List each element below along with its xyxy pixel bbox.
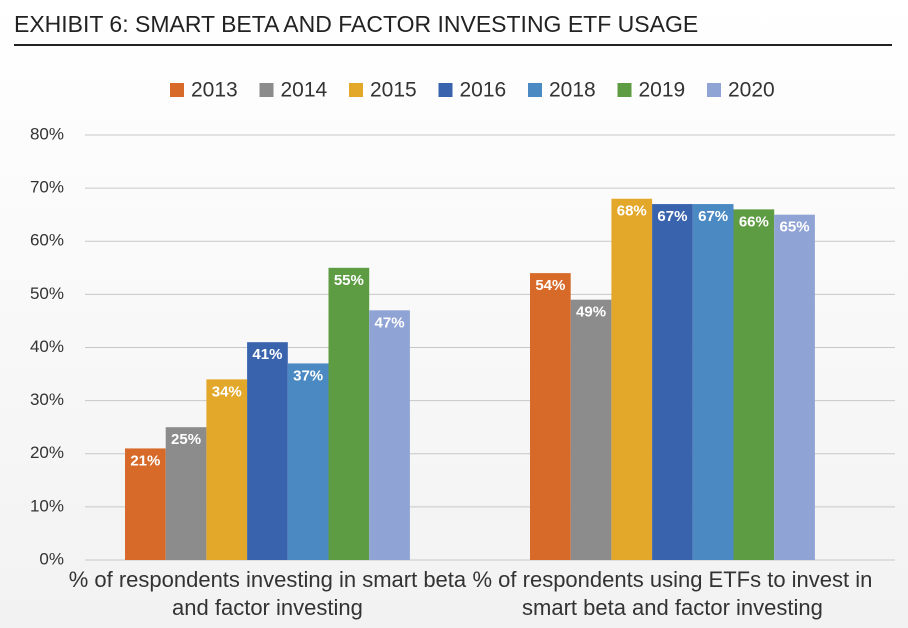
legend-swatch [259, 83, 274, 97]
y-tick-label: 60% [30, 231, 64, 250]
bar [328, 267, 370, 560]
value-label: 41% [252, 346, 282, 363]
legend-label: 2019 [639, 79, 686, 102]
legend-label: 2016 [460, 79, 507, 102]
y-tick-label: 0% [39, 549, 64, 568]
legend-label: 2013 [191, 79, 238, 102]
bar [125, 448, 166, 560]
bar [733, 209, 775, 560]
legend-swatch [617, 83, 632, 97]
value-label: 68% [617, 203, 647, 220]
bar [369, 310, 410, 560]
bar [206, 379, 248, 560]
bar [692, 204, 734, 560]
value-label: 55% [334, 272, 364, 289]
legend-swatch [528, 83, 542, 97]
bar [247, 342, 288, 560]
y-tick-label: 20% [30, 443, 64, 462]
bar [652, 204, 693, 560]
legend-swatch [349, 83, 363, 97]
y-tick-label: 40% [30, 337, 64, 356]
bar [611, 198, 653, 560]
chart-title: EXHIBIT 6: SMART BETA AND FACTOR INVESTI… [14, 11, 698, 37]
value-label: 67% [698, 208, 728, 225]
value-label: 21% [130, 452, 160, 469]
value-label: 54% [535, 277, 565, 294]
value-label: 25% [171, 431, 201, 448]
y-tick-label: 80% [30, 124, 64, 143]
legend-swatch [438, 83, 453, 97]
value-label: 65% [780, 219, 810, 236]
value-label: 37% [293, 367, 323, 384]
value-label: 34% [212, 383, 242, 400]
x-category-label: % of respondents investing in smart beta… [68, 567, 467, 620]
y-tick-label: 10% [30, 496, 64, 515]
bar [774, 214, 815, 560]
bar [530, 273, 571, 560]
legend-label: 2015 [370, 79, 417, 102]
y-tick-label: 70% [30, 178, 64, 197]
legend-label: 2020 [728, 79, 775, 102]
value-label: 66% [739, 213, 769, 230]
legend-swatch [170, 83, 184, 97]
value-label: 67% [657, 208, 687, 225]
legend-label: 2018 [549, 79, 596, 102]
legend-swatch [707, 83, 721, 97]
y-tick-label: 50% [30, 284, 64, 303]
legend-label: 2014 [281, 79, 328, 102]
y-tick-label: 30% [30, 390, 64, 409]
bar [570, 299, 612, 560]
value-label: 47% [375, 314, 405, 331]
x-category-label: % of respondents using ETFs to invest in… [472, 567, 873, 620]
bar [165, 427, 207, 560]
value-label: 49% [576, 304, 606, 321]
bar [287, 363, 329, 560]
